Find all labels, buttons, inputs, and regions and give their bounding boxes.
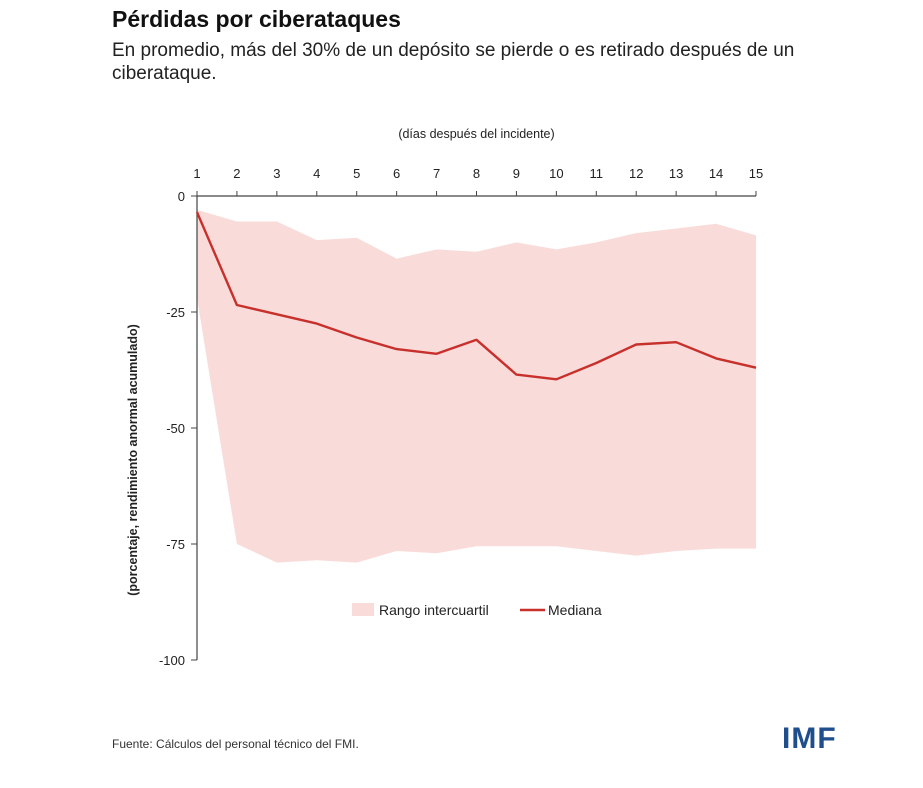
x-tick-label: 5: [353, 166, 360, 181]
y-tick-label: 0: [178, 189, 185, 204]
x-tick-label: 12: [629, 166, 643, 181]
y-axis-label: (porcentaje, rendimiento anormal acumula…: [126, 324, 140, 596]
x-tick-label: 14: [709, 166, 723, 181]
x-tick-label: 15: [749, 166, 763, 181]
x-tick-label: 7: [433, 166, 440, 181]
x-tick-label: 2: [233, 166, 240, 181]
x-tick-label: 8: [473, 166, 480, 181]
page-subtitle: En promedio, más del 30% de un depósito …: [112, 40, 795, 84]
x-tick-label: 3: [273, 166, 280, 181]
x-tick-label: 11: [590, 166, 604, 181]
x-tick-label: 6: [393, 166, 400, 181]
source-note: Fuente: Cálculos del personal técnico de…: [112, 737, 359, 751]
x-tick-label: 9: [513, 166, 520, 181]
y-tick-label: -50: [166, 421, 185, 436]
y-tick-label: -100: [159, 653, 185, 668]
legend-swatch-rango: [352, 603, 374, 616]
y-tick-label: -25: [166, 305, 185, 320]
x-axis-label: (días después del incidente): [398, 127, 554, 141]
legend-label-mediana: Mediana: [548, 602, 602, 618]
legend-label-rango: Rango intercuartil: [379, 602, 489, 618]
page-title: Pérdidas por ciberataques: [112, 6, 401, 32]
x-tick-label: 4: [313, 166, 320, 181]
series-line-mediana: [195, 211, 757, 381]
imf-logo: IMF: [782, 722, 837, 755]
x-tick-label: 1: [193, 166, 200, 181]
legend: Rango intercuartil Mediana: [352, 602, 602, 618]
x-tick-label: 10: [549, 166, 563, 181]
y-tick-label: -75: [166, 537, 185, 552]
x-tick-label: 13: [669, 166, 683, 181]
band-rango-intercuartil: [197, 209, 756, 563]
